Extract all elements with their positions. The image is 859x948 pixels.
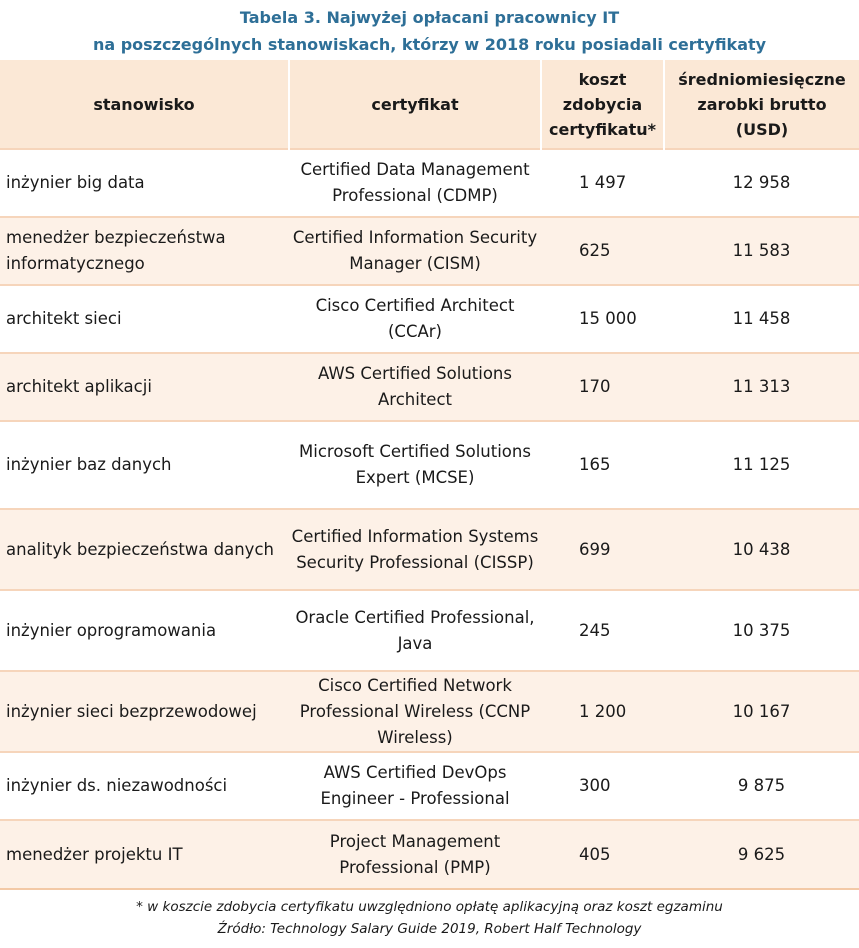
cell-cost: 1 200 — [541, 671, 664, 752]
title-line-2: na poszczególnych stanowiskach, którzy w… — [92, 35, 767, 54]
title-line-1: Tabela 3. Najwyżej opłacani pracownicy I… — [239, 8, 620, 27]
header-role: stanowisko — [93, 94, 195, 114]
header-cert: certyfikat — [288, 60, 541, 149]
cell-cost: 405 — [541, 820, 664, 888]
cell-cert: Certified Information Security Manager (… — [289, 217, 541, 285]
cell-cost: 625 — [541, 217, 664, 285]
header-cost: koszt zdobycia certyfikatu* — [540, 60, 664, 149]
cell-cert: AWS Certified DevOps Engineer - Professi… — [289, 752, 541, 820]
table-row: inżynier baz danych Microsoft Certified S… — [0, 421, 859, 509]
cell-salary: 9 625 — [664, 820, 859, 888]
cell-role: inżynier baz danych — [0, 421, 289, 509]
cell-salary: 11 583 — [664, 217, 859, 285]
cell-role: architekt aplikacji — [0, 353, 289, 421]
header-salary: średniomiesięczne zarobki brutto (USD) — [663, 60, 859, 149]
cell-cost: 245 — [541, 590, 664, 671]
cell-cert: Cisco Certified Network Professional Wir… — [289, 671, 541, 752]
cell-cost: 15 000 — [541, 285, 664, 353]
cell-cost: 699 — [541, 509, 664, 590]
table-row: analityk bezpieczeństwa danych Certified … — [0, 509, 859, 590]
table-row: architekt sieci Cisco Certified Architect… — [0, 285, 859, 353]
cell-cost: 300 — [541, 752, 664, 820]
table-body: inżynier big data Certified Data Manageme… — [0, 149, 859, 888]
cell-cert: Certified Information Systems Security P… — [289, 509, 541, 590]
table-row: inżynier sieci bezprzewodowej Cisco Certi… — [0, 671, 859, 752]
cell-cost: 170 — [541, 353, 664, 421]
table-notes: * w koszcie zdobycia certyfikatu uwzględ… — [0, 888, 859, 940]
cell-salary: 12 958 — [664, 149, 859, 217]
footnote: * w koszcie zdobycia certyfikatu uwzględ… — [136, 899, 723, 915]
cell-cert: Cisco Certified Architect (CCAr) — [289, 285, 541, 353]
cell-role: analityk bezpieczeństwa danych — [0, 509, 289, 590]
cell-salary: 10 438 — [664, 509, 859, 590]
table-row: inżynier big data Certified Data Manageme… — [0, 149, 859, 217]
cell-salary: 11 313 — [664, 353, 859, 421]
table-row: menedżer projektu IT Project Management P… — [0, 820, 859, 888]
table-row: architekt aplikacji AWS Certified Solutio… — [0, 353, 859, 421]
table-row: menedżer bezpieczeństwa informatycznego C… — [0, 217, 859, 285]
cell-cert: AWS Certified Solutions Architect — [289, 353, 541, 421]
cell-cert: Certified Data Management Professional (… — [289, 149, 541, 217]
cell-cert: Microsoft Certified Solutions Expert (MC… — [289, 421, 541, 509]
cell-cert: Project Management Professional (PMP) — [289, 820, 541, 888]
table-row: inżynier ds. niezawodności AWS Certified … — [0, 752, 859, 820]
cell-salary: 11 125 — [664, 421, 859, 509]
cell-cert: Oracle Certified Professional, Java — [289, 590, 541, 671]
cell-salary: 10 375 — [664, 590, 859, 671]
cell-salary: 9 875 — [664, 752, 859, 820]
salary-table: stanowisko certyfikat koszt zdobycia cer… — [0, 60, 859, 888]
cell-role: inżynier sieci bezprzewodowej — [0, 671, 289, 752]
cell-salary: 11 458 — [664, 285, 859, 353]
cell-role: inżynier big data — [0, 149, 289, 217]
cell-role: inżynier ds. niezawodności — [0, 752, 289, 820]
cell-cost: 165 — [541, 421, 664, 509]
table-row: inżynier oprogramowania Oracle Certified … — [0, 590, 859, 671]
cell-role: architekt sieci — [0, 285, 289, 353]
cell-role: menedżer projektu IT — [0, 820, 289, 888]
table-title: Tabela 3. Najwyżej opłacani pracownicy I… — [0, 0, 859, 60]
cell-cost: 1 497 — [541, 149, 664, 217]
source-note: Źródło: Technology Salary Guide 2019, Ro… — [217, 921, 642, 937]
table-header-row: stanowisko certyfikat koszt zdobycia cer… — [0, 60, 859, 149]
cell-role: inżynier oprogramowania — [0, 590, 289, 671]
cell-salary: 10 167 — [664, 671, 859, 752]
cell-role: menedżer bezpieczeństwa informatycznego — [0, 217, 289, 285]
